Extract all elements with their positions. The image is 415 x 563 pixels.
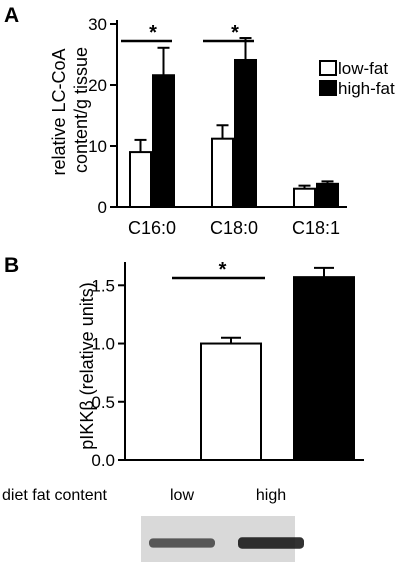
panel-a-y-tick-label-2: 20 (88, 76, 107, 95)
panel-b-bar-high (293, 276, 355, 461)
diet-lane-label-low: low (170, 487, 194, 504)
panel-a-bar-c18-0-high-fat (234, 58, 257, 208)
western-blot: diet fat content low high (2, 487, 304, 562)
panel-a-category-label-c18-0: C18:0 (210, 218, 258, 238)
panel-a-y-tick-label-1: 10 (88, 137, 107, 156)
panel-a-significance-star-1: * (149, 22, 157, 44)
panel-b-y-tick-label-3: 1.5 (91, 276, 115, 295)
panel-a-y-tick-label-0: 0 (98, 198, 107, 217)
diet-lane-label-high: high (256, 487, 286, 504)
panel-a-legend-label-high-fat: high-fat (338, 79, 395, 98)
panel-b: B pIKKβ (relative units) 0.0 0.5 1.0 1.5 * (4, 254, 364, 470)
panel-a-bar-c18-1-low-fat (293, 187, 316, 208)
panel-b-y-tick-label-0: 0.0 (91, 451, 115, 470)
panel-a-bar-c16-0-high-fat (152, 74, 175, 208)
panel-a-bar-c16-0-low-fat (129, 151, 152, 209)
panel-b-y-tick-label-1: 0.5 (91, 393, 115, 412)
panel-a-bar-c18-0-low-fat (211, 137, 234, 208)
blot-band-low (149, 538, 215, 548)
diet-fat-content-label: diet fat content (2, 487, 108, 504)
panel-a-y-axis-label-line-2: content/g tissue (71, 47, 91, 173)
panel-a-y-axis-label: relative LC-CoA content/g tissue (49, 44, 91, 175)
panel-a-significance-star-2: * (231, 22, 239, 44)
panel-a-legend-swatch-high-fat (319, 80, 337, 96)
blot-bands (149, 537, 304, 549)
panel-a-y-tick-label-3: 30 (88, 15, 107, 34)
blot-band-high (238, 537, 304, 549)
panel-a-category-label-c16-0: C16:0 (128, 218, 176, 238)
panel-a-y-axis-label-line-1: relative LC-CoA (49, 48, 69, 175)
panel-a-letter: A (4, 4, 19, 27)
panel-b-significance-star: * (219, 259, 227, 281)
panel-b-y-tick-label-2: 1.0 (91, 335, 115, 354)
panel-a-bar-c18-1-high-fat (316, 182, 339, 209)
panel-b-bar-low (200, 342, 262, 462)
panel-b-y-axis-label: pIKKβ (relative units) (77, 282, 97, 449)
panel-b-letter: B (4, 254, 19, 277)
panel-a: A relative LC-CoA content/g tissue low-f… (4, 4, 395, 238)
panel-a-legend-label-low-fat: low-fat (338, 59, 388, 78)
panel-a-legend-swatch-low-fat (319, 60, 337, 76)
panel-a-category-label-c18-1: C18:1 (292, 218, 340, 238)
